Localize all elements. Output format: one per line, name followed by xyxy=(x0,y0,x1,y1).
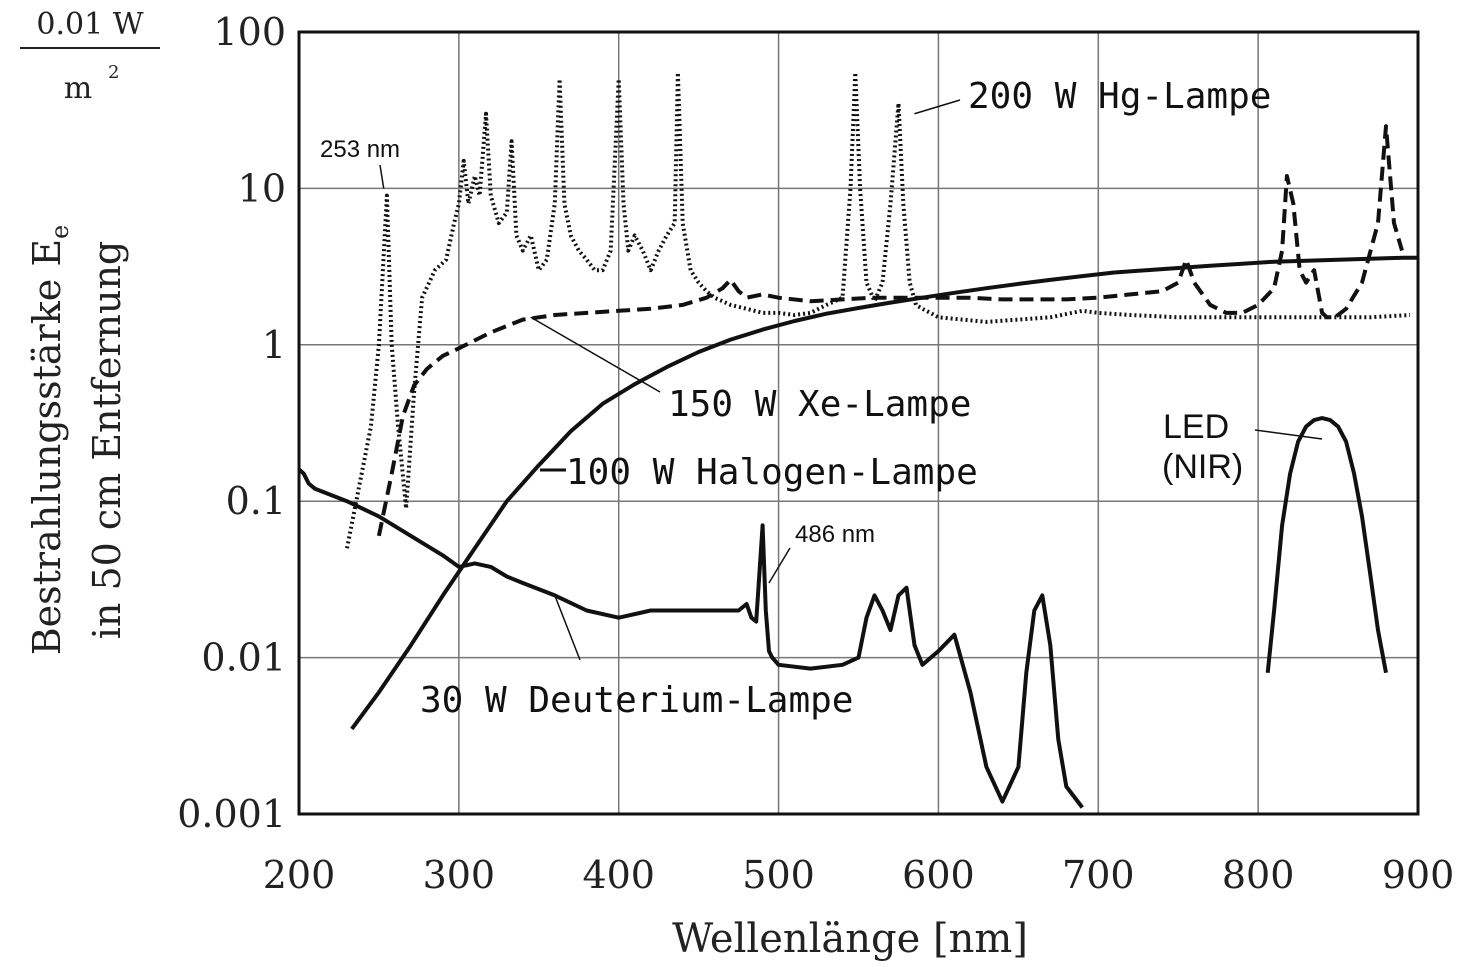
label-hg-lamp: 200 W Hg-Lampe xyxy=(968,76,1271,117)
y-unit-label: 0.01 W m 2 xyxy=(20,7,160,106)
x-tick-label: 800 xyxy=(1222,853,1295,897)
svg-text:Bestrahlungsstärke Ee: Bestrahlungsstärke Ee xyxy=(25,225,74,656)
x-tick-label: 600 xyxy=(902,853,975,897)
y-tick-label: 0.1 xyxy=(226,479,286,523)
series-line-3 xyxy=(350,255,1418,731)
y-unit-numerator: 0.01 W xyxy=(36,7,143,42)
annotation-leader-line xyxy=(379,164,385,189)
x-tick-label: 200 xyxy=(263,853,336,897)
x-tick-label: 700 xyxy=(1062,853,1135,897)
series-line-2 xyxy=(376,124,1404,537)
x-tick-label: 500 xyxy=(742,853,815,897)
label-led: LED xyxy=(1163,408,1229,446)
y-tick-label: 0.01 xyxy=(201,636,286,680)
x-tick-label: 400 xyxy=(582,853,655,897)
label-halogen-lamp: 100 W Halogen-Lampe xyxy=(566,452,978,493)
label-xe-lamp: 150 W Xe-Lampe xyxy=(668,384,971,425)
y-axis-label: Bestrahlungsstärke Ee xyxy=(25,225,74,656)
annotation-leader-line xyxy=(914,99,961,115)
series-layer xyxy=(297,70,1418,809)
x-tick-label: 300 xyxy=(423,853,496,897)
y-tick-label: 10 xyxy=(238,166,286,210)
y-axis-label-subscript: e xyxy=(46,225,74,239)
label-253nm: 253 nm xyxy=(320,136,400,163)
x-tick-labels: 200 300 400 500 600 700 800 900 xyxy=(263,853,1455,897)
annotation-leader-line xyxy=(554,595,581,661)
series-line-5 xyxy=(1265,416,1388,674)
y-axis-label-line2: in 50 cm Entfernung xyxy=(85,241,129,639)
annotation-leaders xyxy=(379,99,1323,661)
x-axis-label: Wellenlänge [nm] xyxy=(672,916,1028,962)
annotations: 200 W Hg-Lampe 150 W Xe-Lampe 100 W Halo… xyxy=(320,76,1271,721)
label-486nm: 486 nm xyxy=(795,521,875,548)
y-axis-label-line1: Bestrahlungsstärke E xyxy=(25,239,69,655)
y-tick-label: 1 xyxy=(262,323,286,367)
annotation-leader-line xyxy=(768,547,791,584)
y-unit-denominator: m xyxy=(64,71,92,106)
annotation-leader-line xyxy=(1254,429,1323,440)
y-tick-label: 100 xyxy=(213,10,286,54)
series-line-4 xyxy=(297,467,1084,809)
y-tick-label: 0.001 xyxy=(177,792,286,836)
x-tick-label: 900 xyxy=(1382,853,1455,897)
annotation-leader-line xyxy=(530,316,661,393)
label-nir: (NIR) xyxy=(1162,448,1243,486)
plot-frame xyxy=(297,30,1420,816)
y-axis-label-2: in 50 cm Entfernung xyxy=(85,241,129,639)
label-deuterium-lamp: 30 W Deuterium-Lampe xyxy=(420,680,853,721)
y-unit-exponent: 2 xyxy=(108,62,119,83)
y-tick-labels: 100 10 1 0.1 0.01 0.001 xyxy=(177,10,286,836)
